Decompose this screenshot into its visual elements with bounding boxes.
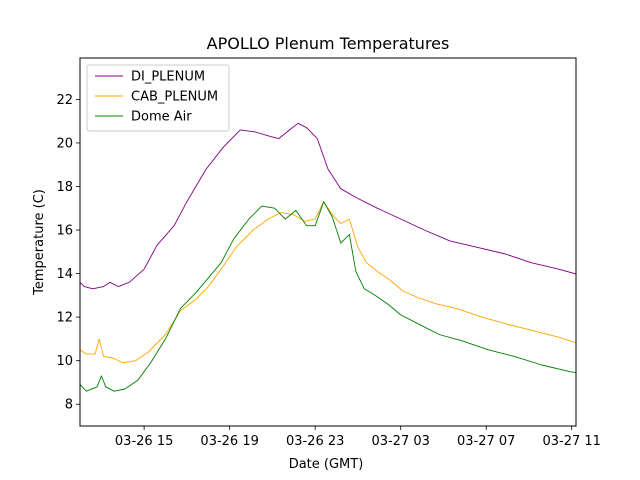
legend-label-2: Dome Air: [131, 110, 192, 125]
y-tick-label-7: 22: [56, 93, 73, 108]
x-tick-label-5: 03-27 11: [542, 434, 600, 449]
y-tick-label-3: 14: [56, 267, 73, 282]
legend-label-0: DI_PLENUM: [131, 70, 205, 85]
series-layer: [80, 122, 576, 392]
y-tick-label-6: 20: [56, 136, 73, 151]
y-tick-label-0: 8: [65, 398, 73, 413]
chart-title: APOLLO Plenum Temperatures: [207, 34, 450, 53]
legend-box: [86, 64, 230, 132]
x-tick-label-0: 03-26 15: [115, 434, 173, 449]
y-axis: 8 10 12 14 16 18 20 22: [56, 93, 80, 413]
y-tick-label-2: 12: [56, 311, 73, 326]
series-line-0: [80, 122, 576, 290]
x-axis-label: Date (GMT): [289, 457, 364, 472]
x-tick-label-2: 03-26 23: [286, 434, 344, 449]
y-tick-label-5: 18: [56, 180, 73, 195]
x-tick-label-4: 03-27 07: [457, 434, 515, 449]
y-axis-label: Temperature (C): [32, 189, 47, 296]
series-line-1: [80, 201, 576, 364]
plot-frame: [79, 57, 577, 427]
y-tick-label-1: 10: [56, 354, 73, 369]
x-tick-label-3: 03-27 03: [371, 434, 429, 449]
legend: DI_PLENUM CAB_PLENUM Dome Air: [86, 64, 230, 132]
legend-label-1: CAB_PLENUM: [131, 90, 218, 105]
y-tick-label-4: 16: [56, 224, 73, 239]
x-tick-label-1: 03-26 19: [200, 434, 258, 449]
x-axis: 03-26 15 03-26 19 03-26 23 03-27 03 03-27 07…: [115, 426, 601, 449]
series-line-2: [80, 201, 576, 392]
